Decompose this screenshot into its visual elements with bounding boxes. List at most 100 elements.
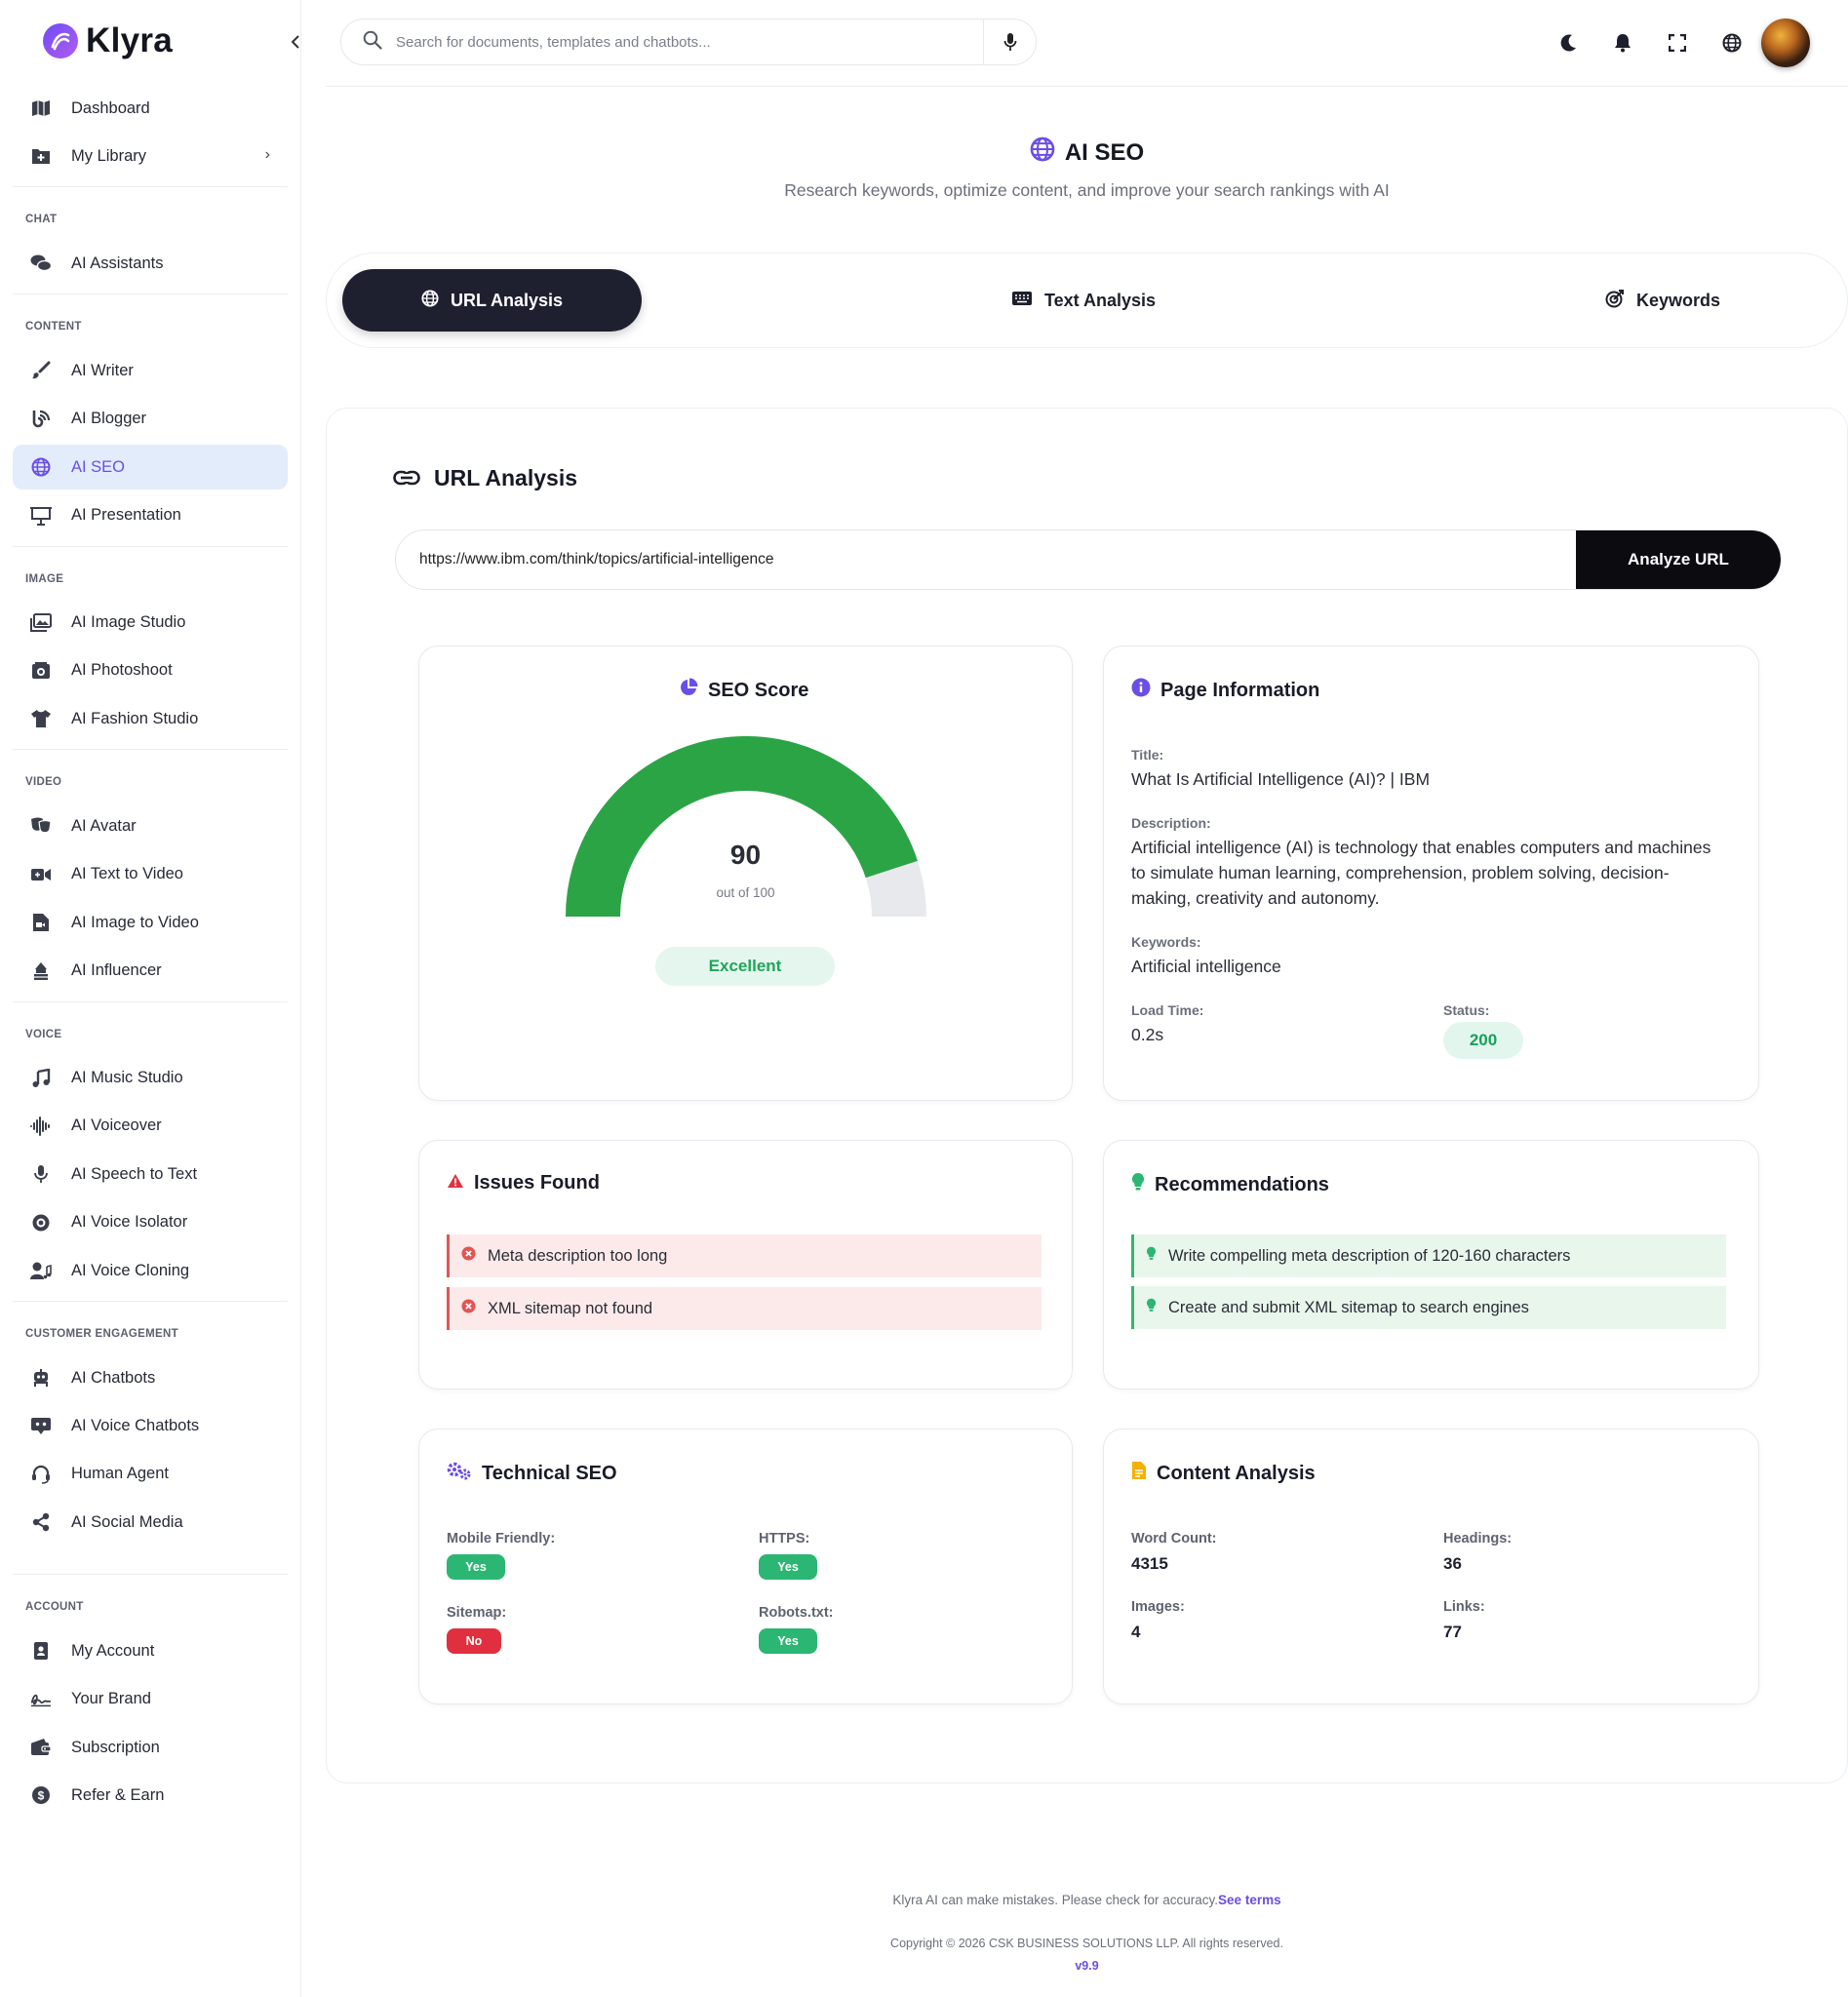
sidebar-item-ai-avatar[interactable]: AI Avatar xyxy=(13,803,288,848)
sidebar-item-label: AI Writer xyxy=(71,361,134,379)
recommendation-item: Write compelling meta description of 120… xyxy=(1131,1234,1726,1277)
sidebar-item-ai-fashion-studio[interactable]: AI Fashion Studio xyxy=(13,696,288,741)
recommendations-title: Recommendations xyxy=(1131,1172,1329,1197)
content-analysis-title: Content Analysis xyxy=(1131,1461,1316,1486)
robot-icon xyxy=(30,1367,52,1389)
sidebar-item-label: AI Social Media xyxy=(71,1512,183,1531)
bell-icon[interactable] xyxy=(1595,20,1650,66)
user-music-icon xyxy=(30,1260,52,1281)
moon-icon[interactable] xyxy=(1541,20,1595,66)
sidebar-item-my-account[interactable]: My Account xyxy=(13,1628,288,1673)
analysis-panel: URL Analysis Analyze URL SEO Score 90 ou… xyxy=(326,408,1848,1783)
sidebar-item-ai-assistants[interactable]: AI Assistants xyxy=(13,241,288,286)
signature-icon xyxy=(30,1689,52,1710)
sidebar-item-label: Your Brand xyxy=(71,1690,151,1708)
search-icon xyxy=(363,30,382,55)
microphone-icon[interactable] xyxy=(983,20,1036,64)
description-value: Artificial intelligence (AI) is technolo… xyxy=(1131,838,1711,908)
sidebar-item-ai-blogger[interactable]: AI Blogger xyxy=(13,397,288,442)
globe-icon xyxy=(1030,137,1055,169)
sidebar-item-label: Refer & Earn xyxy=(71,1785,165,1804)
file-icon xyxy=(1131,1461,1147,1486)
recommendation-item: Create and submit XML sitemap to search … xyxy=(1131,1286,1726,1329)
links-value: 77 xyxy=(1443,1623,1462,1641)
globe-icon[interactable] xyxy=(1705,20,1759,66)
sidebar-item-human-agent[interactable]: Human Agent xyxy=(13,1452,288,1497)
robots-label: Robots.txt: xyxy=(759,1605,834,1621)
dollar-coin-icon: $ xyxy=(30,1784,52,1806)
issues-title: Issues Found xyxy=(447,1172,600,1194)
issue-text: Meta description too long xyxy=(488,1246,668,1265)
sidebar-item-subscription[interactable]: Subscription xyxy=(13,1725,288,1770)
sitemap-badge: No xyxy=(447,1628,501,1654)
content-analysis-title-text: Content Analysis xyxy=(1157,1462,1316,1484)
sidebar-item-label: AI Fashion Studio xyxy=(71,709,199,727)
sidebar-item-ai-voice-cloning[interactable]: AI Voice Cloning xyxy=(13,1248,288,1293)
sidebar-item-label: AI Assistants xyxy=(71,254,164,272)
headings-value: 36 xyxy=(1443,1554,1462,1573)
analysis-title-text: URL Analysis xyxy=(434,465,577,490)
sidebar-item-ai-image-studio[interactable]: AI Image Studio xyxy=(13,601,288,646)
issue-text: XML sitemap not found xyxy=(488,1299,653,1317)
warning-icon xyxy=(447,1172,464,1194)
error-circle-icon xyxy=(461,1246,476,1266)
brush-icon xyxy=(30,360,52,381)
search-input[interactable]: Search for documents, templates and chat… xyxy=(396,33,711,51)
sidebar-item-ai-text-to-video[interactable]: AI Text to Video xyxy=(13,852,288,897)
sidebar-item-label: AI Voice Isolator xyxy=(71,1213,188,1232)
brand[interactable]: Klyra xyxy=(43,21,173,60)
sidebar-item-ai-photoshoot[interactable]: AI Photoshoot xyxy=(13,648,288,693)
sidebar-item-ai-image-to-video[interactable]: AI Image to Video xyxy=(13,900,288,945)
link-icon xyxy=(393,465,420,491)
sidebar-item-ai-voice-isolator[interactable]: AI Voice Isolator xyxy=(13,1200,288,1245)
section-image: IMAGE xyxy=(13,545,288,601)
see-terms-link[interactable]: See terms xyxy=(1218,1893,1281,1907)
sidebar-item-ai-speech-to-text[interactable]: AI Speech to Text xyxy=(13,1152,288,1196)
sidebar-item-ai-writer[interactable]: AI Writer xyxy=(13,348,288,393)
technical-seo-card: Technical SEO Mobile Friendly: Yes HTTPS… xyxy=(418,1429,1073,1704)
sidebar-item-your-brand[interactable]: Your Brand xyxy=(13,1677,288,1722)
fullscreen-icon[interactable] xyxy=(1650,20,1705,66)
id-badge-icon xyxy=(30,1640,52,1662)
word-count-label: Word Count: xyxy=(1131,1531,1217,1547)
sidebar-item-ai-social-media[interactable]: AI Social Media xyxy=(13,1500,288,1545)
issue-item: XML sitemap not found xyxy=(447,1287,1042,1330)
chevron-right-icon: › xyxy=(264,146,270,164)
chat-bubbles-icon xyxy=(30,253,52,274)
sidebar-item-label: AI Presentation xyxy=(71,506,181,525)
sidebar-item-ai-voice-chatbots[interactable]: AI Voice Chatbots xyxy=(13,1403,288,1448)
sidebar-collapse-button[interactable] xyxy=(285,31,306,53)
issues-card: Issues Found Meta description too long X… xyxy=(418,1140,1073,1390)
svg-text:$: $ xyxy=(38,1789,45,1803)
url-input[interactable] xyxy=(396,530,1576,589)
tab-url-analysis[interactable]: URL Analysis xyxy=(342,269,642,332)
sidebar-item-label: Subscription xyxy=(71,1738,160,1756)
sidebar-item-ai-voiceover[interactable]: AI Voiceover xyxy=(13,1104,288,1149)
sidebar-item-ai-seo[interactable]: AI SEO xyxy=(13,445,288,490)
sidebar-item-my-library[interactable]: My Library › xyxy=(13,134,288,178)
sidebar-item-ai-music-studio[interactable]: AI Music Studio xyxy=(13,1056,288,1101)
sidebar-item-ai-influencer[interactable]: AI Influencer xyxy=(13,949,288,994)
sidebar-item-ai-presentation[interactable]: AI Presentation xyxy=(13,493,288,538)
sidebar-item-ai-chatbots[interactable]: AI Chatbots xyxy=(13,1355,288,1400)
description-label: Description: xyxy=(1131,815,1211,831)
https-badge: Yes xyxy=(759,1554,817,1580)
analyze-url-button[interactable]: Analyze URL xyxy=(1576,530,1781,589)
title-value: What Is Artificial Intelligence (AI)? | … xyxy=(1131,769,1431,789)
word-count-value: 4315 xyxy=(1131,1554,1168,1573)
tab-keywords[interactable]: Keywords xyxy=(1536,269,1789,332)
page-heading: AI SEO Research keywords, optimize conte… xyxy=(326,137,1848,201)
target-icon xyxy=(30,1212,52,1233)
sidebar-item-refer-earn[interactable]: $ Refer & Earn xyxy=(13,1773,288,1818)
presentation-icon xyxy=(30,505,52,527)
sidebar-item-label: AI Avatar xyxy=(71,816,137,835)
user-avatar[interactable] xyxy=(1761,19,1810,67)
video-camera-icon xyxy=(30,864,52,885)
load-time-value: 0.2s xyxy=(1131,1025,1164,1044)
tab-text-analysis[interactable]: Text Analysis xyxy=(937,269,1230,332)
sidebar-item-label: AI Voiceover xyxy=(71,1116,162,1135)
technical-seo-title-text: Technical SEO xyxy=(482,1462,617,1484)
camera-box-icon xyxy=(30,660,52,682)
sidebar-item-dashboard[interactable]: Dashboard xyxy=(13,86,288,131)
search-bar[interactable]: Search for documents, templates and chat… xyxy=(340,19,1037,65)
